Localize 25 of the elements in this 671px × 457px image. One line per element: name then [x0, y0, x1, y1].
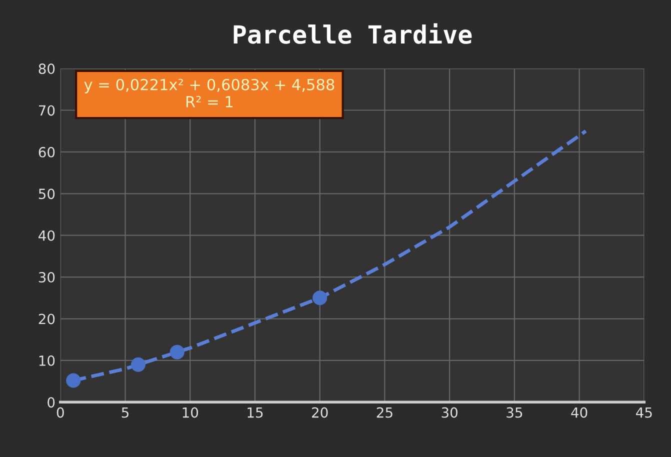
x-tick-label: 5 — [122, 407, 128, 418]
x-tick-label: 35 — [506, 407, 522, 418]
y-tick-label: 20 — [38, 314, 55, 324]
x-tick-label: 40 — [571, 407, 588, 418]
y-tick-label: 30 — [38, 272, 55, 283]
y-tick-label: 80 — [38, 64, 55, 74]
y-tick-label: 50 — [38, 188, 55, 200]
chart-title: Parcelle Tardive — [234, 23, 472, 44]
x-tick-label: 25 — [376, 407, 392, 418]
x-tick-label: 15 — [248, 407, 263, 418]
point — [66, 373, 81, 388]
y-tick-label: 10 — [39, 355, 55, 366]
x-tick-label: 0 — [56, 407, 64, 418]
x-tick-label: 30 — [442, 407, 458, 418]
point — [170, 344, 184, 360]
annotation: y = 0,0221x² + 0,6083x + 4,588 R² = 1 — [84, 78, 334, 108]
point — [312, 290, 328, 306]
y-tick-label: 70 — [38, 105, 55, 116]
y-tick-label: 0 — [48, 397, 55, 408]
y-tick-label: 40 — [38, 230, 55, 241]
x-tick-label: 10 — [182, 407, 198, 418]
y-tick-label: 60 — [38, 146, 55, 158]
x-tick-label: 20 — [312, 407, 328, 418]
point — [130, 357, 146, 372]
x-tick-label: 45 — [636, 407, 652, 418]
